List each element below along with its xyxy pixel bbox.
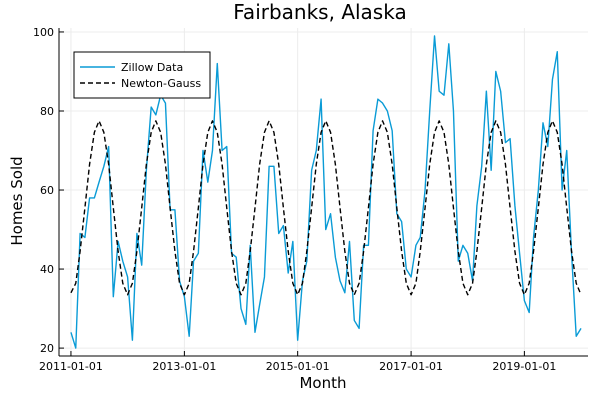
- series-layer: [70, 35, 582, 349]
- x-axis-ticks: 2011-01-01 2013-01-01 2015-01-01 2017-01-01…: [39, 351, 556, 373]
- series-line-newton-gauss: [70, 120, 582, 296]
- x-tick-label: 2013-01-01: [152, 360, 216, 373]
- x-axis-label: Month: [299, 374, 346, 392]
- axis-frame: [58, 28, 588, 357]
- x-tick-label: 2015-01-01: [266, 360, 330, 373]
- y-tick-label: 20: [40, 342, 54, 355]
- y-tick-label: 40: [40, 263, 54, 276]
- x-tick-label: 2011-01-01: [39, 360, 103, 373]
- legend-label-newton-gauss: Newton-Gauss: [121, 77, 201, 90]
- y-axis-label: Homes Sold: [8, 156, 26, 245]
- y-axis-ticks: 20 40 60 80 100: [33, 26, 64, 355]
- y-tick-label: 100: [33, 26, 54, 39]
- y-tick-label: 60: [40, 184, 54, 197]
- grid: [59, 28, 588, 356]
- x-tick-label: 2019-01-01: [492, 360, 556, 373]
- series-line-zillow-data: [70, 35, 582, 349]
- chart-title: Fairbanks, Alaska: [233, 0, 406, 24]
- legend-box: [73, 51, 211, 99]
- y-tick-label: 80: [40, 105, 54, 118]
- legend: Zillow Data Newton-Gauss: [73, 51, 211, 99]
- x-tick-label: 2017-01-01: [379, 360, 443, 373]
- legend-label-zillow: Zillow Data: [121, 61, 183, 74]
